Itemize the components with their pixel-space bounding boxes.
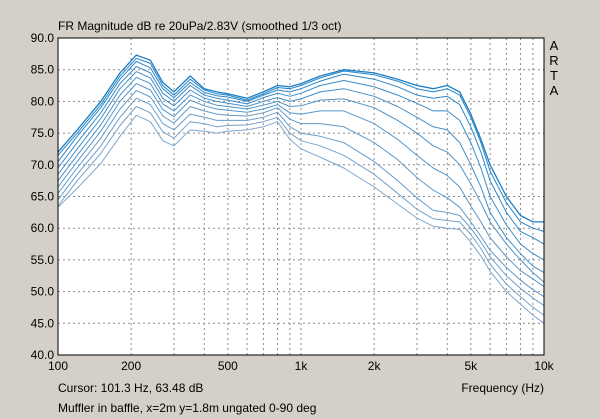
series-line [57,57,545,232]
series-line [57,83,545,287]
brand-letter: A [549,38,559,53]
series-line [57,61,545,245]
y-tick-label: 85.0 [31,63,55,77]
series-line [57,106,545,316]
x-axis: 100 200 500 1k 2k 5k 10k [48,359,555,373]
x-tick-label: 500 [218,359,238,373]
series-line [57,76,545,283]
y-axis: 90.0 85.0 80.0 75.0 70.0 65.0 60.0 55.0 50.0 45.0… [31,31,55,362]
y-tick-label: 45.0 [31,316,55,330]
brand-letter: A [549,83,559,98]
x-tick-label: 1k [295,359,309,373]
series-group [57,54,545,324]
x-tick-label: 2k [368,359,382,373]
x-tick-label: 100 [48,359,68,373]
series-line [57,54,544,223]
x-axis-label: Frequency (Hz) [461,381,544,395]
y-tick-label: 65.0 [31,190,55,204]
x-tick-label: 5k [465,359,479,373]
brand-letter: T [550,68,558,83]
measurement-note: Muffler in baffle, x=2m y=1.8m ungated 0… [58,401,317,415]
y-tick-label: 40.0 [31,348,55,362]
y-tick-label: 90.0 [31,31,55,45]
y-tick-label: 75.0 [31,126,55,140]
y-tick-label: 50.0 [31,285,55,299]
series-line [57,97,545,306]
y-tick-label: 80.0 [31,94,55,108]
series-line [57,66,545,261]
plot-frame [57,37,545,356]
grid [58,38,544,355]
series-line [57,90,545,298]
brand-letter: R [549,53,559,68]
y-tick-label: 55.0 [31,253,55,267]
y-tick-label: 70.0 [31,158,55,172]
y-tick-label: 60.0 [31,221,55,235]
x-tick-label: 200 [121,359,141,373]
cursor-readout: Cursor: 101.3 Hz, 63.48 dB [58,381,204,395]
chart-title: FR Magnitude dB re 20uPa/2.83V (smoothed… [58,19,342,33]
x-tick-label: 10k [534,359,554,373]
series-line [57,114,545,324]
series-line [57,71,545,274]
